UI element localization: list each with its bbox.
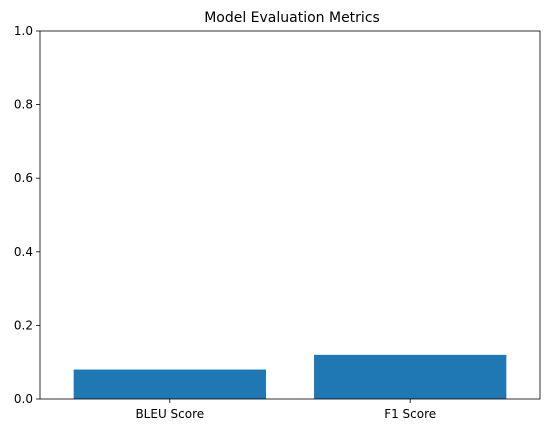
x-tick-label: BLEU Score <box>135 407 204 421</box>
bar-f1-score <box>314 354 507 399</box>
chart-title: Model Evaluation Metrics <box>204 10 380 26</box>
y-tick-label: 0.6 <box>14 171 33 185</box>
x-tick-label: F1 Score <box>384 407 436 421</box>
y-tick-label: 1.0 <box>14 24 33 38</box>
y-tick-label: 0.4 <box>14 245 33 259</box>
y-tick-label: 0.0 <box>14 392 33 406</box>
bar-bleu-score <box>73 369 266 399</box>
plot-frame <box>39 30 541 400</box>
y-tick-label: 0.8 <box>14 98 33 112</box>
y-tick-label: 0.2 <box>14 318 33 332</box>
